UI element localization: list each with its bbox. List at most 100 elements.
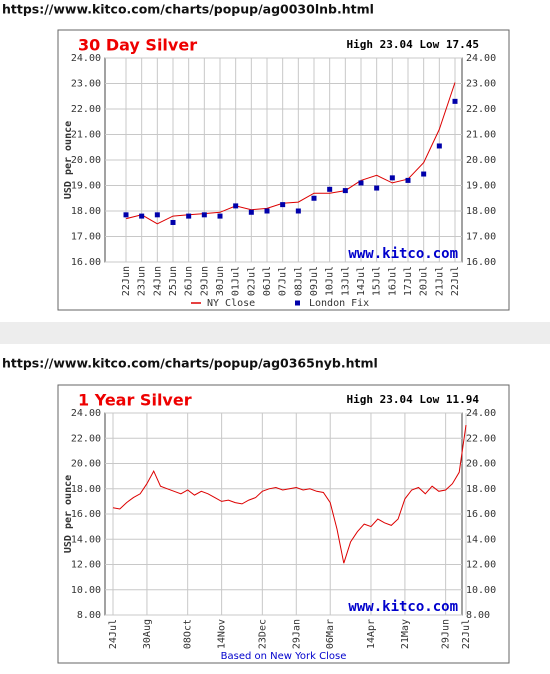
x-tick-label: 25Jun [168,266,179,296]
price-marker [295,208,301,214]
y2-tick-label: 23.00 [466,79,496,90]
x-tick-label: 23Jun [137,266,148,296]
x-tick-label: 06Mar [325,619,336,649]
y2-tick-label: 16.00 [466,257,496,268]
x-tick-label: 07Jul [278,266,289,296]
y-tick-label: 18.00 [71,206,101,217]
x-tick-label: 26Jun [184,266,195,296]
price-marker [186,213,192,219]
x-tick-label: 20Jul [419,266,430,296]
y2-tick-label: 20.00 [466,155,496,166]
x-tick-label: 22Jun [121,266,132,296]
y2-tick-label: 16.00 [466,509,496,520]
price-line [112,425,467,564]
x-tick-label: 23Dec [257,619,268,649]
price-line [125,82,456,225]
x-tick-label: 30Aug [142,619,153,649]
price-marker [389,175,395,181]
x-tick-label: 17Jul [403,266,414,296]
y-tick-label: 17.00 [71,232,101,243]
note: Based on New York Close [221,651,347,662]
y-axis-label: USD per ounce [63,121,74,199]
x-tick-label: 21Jul [434,266,445,296]
separator [0,322,550,344]
x-tick-label: 14Jul [356,266,367,296]
y-tick-label: 19.00 [71,181,101,192]
x-tick-label: 24Jun [152,266,163,296]
legend-label: London Fix [309,298,369,309]
x-tick-label: 22Jul [450,266,461,296]
x-tick-label: 14Apr [366,619,377,649]
y2-tick-label: 24.00 [466,53,496,64]
watermark: www.kitco.com [348,246,458,262]
price-marker [170,219,176,225]
y2-tick-label: 8.00 [466,610,490,621]
price-marker [342,188,348,194]
y2-tick-label: 12.00 [466,560,496,571]
y-tick-label: 20.00 [71,155,101,166]
title: 1 Year Silver [78,391,192,410]
x-tick-label: 02Jul [246,266,257,296]
x-tick-label: 30Jun [215,266,226,296]
x-tick-label: 29Jun [441,619,452,649]
url: https://www.kitco.com/charts/popup/ag036… [2,356,378,371]
price-marker [123,212,129,218]
y-tick-label: 23.00 [71,79,101,90]
price-marker [311,195,317,201]
price-marker [264,208,270,214]
x-tick-label: 13Jul [340,266,351,296]
y2-tick-label: 19.00 [466,181,496,192]
y2-tick-label: 17.00 [466,232,496,243]
y2-tick-label: 24.00 [466,408,496,419]
title: 30 Day Silver [78,36,197,55]
y2-tick-label: 22.00 [466,104,496,115]
y2-tick-label: 20.00 [466,459,496,470]
y2-tick-label: 21.00 [466,130,496,141]
y-tick-label: 22.00 [71,104,101,115]
watermark: www.kitco.com [348,599,458,615]
price-marker [154,212,160,218]
x-tick-label: 16Jul [387,266,398,296]
price-marker [358,180,364,186]
x-tick-label: 09Jul [309,266,320,296]
y-tick-label: 18.00 [71,484,101,495]
x-tick-label: 15Jul [372,266,383,296]
price-marker [421,171,427,177]
x-tick-label: 08Jul [293,266,304,296]
x-tick-label: 29Jun [199,266,210,296]
x-tick-label: 14Nov [217,619,228,649]
y-tick-label: 21.00 [71,130,101,141]
y-tick-label: 20.00 [71,459,101,470]
header: High 23.04 Low 17.45 [347,38,479,51]
x-tick-label: 24Jul [108,619,119,649]
price-marker [436,143,442,149]
x-tick-label: 08Oct [183,619,194,649]
y2-tick-label: 18.00 [466,484,496,495]
x-tick-label: 22Jul [461,619,472,649]
x-tick-label: 01Jul [231,266,242,296]
price-marker [374,185,380,191]
y-tick-label: 24.00 [71,53,101,64]
y-tick-label: 10.00 [71,585,101,596]
url: https://www.kitco.com/charts/popup/ag003… [2,2,374,17]
y-tick-label: 22.00 [71,433,101,444]
y-tick-label: 14.00 [71,534,101,545]
price-marker [327,186,333,192]
y-tick-label: 16.00 [71,257,101,268]
y-tick-label: 12.00 [71,560,101,571]
price-marker [405,177,411,183]
y-tick-label: 24.00 [71,408,101,419]
y2-tick-label: 18.00 [466,206,496,217]
header: High 23.04 Low 11.94 [347,393,480,406]
y2-tick-label: 22.00 [466,433,496,444]
price-marker [452,98,458,104]
y-axis-label: USD per ounce [63,475,74,553]
y2-tick-label: 10.00 [466,585,496,596]
y-tick-label: 16.00 [71,509,101,520]
legend-swatch [295,300,300,306]
y-tick-label: 8.00 [77,610,101,621]
price-marker [280,202,286,208]
x-tick-label: 06Jul [262,266,273,296]
price-marker [139,213,145,219]
